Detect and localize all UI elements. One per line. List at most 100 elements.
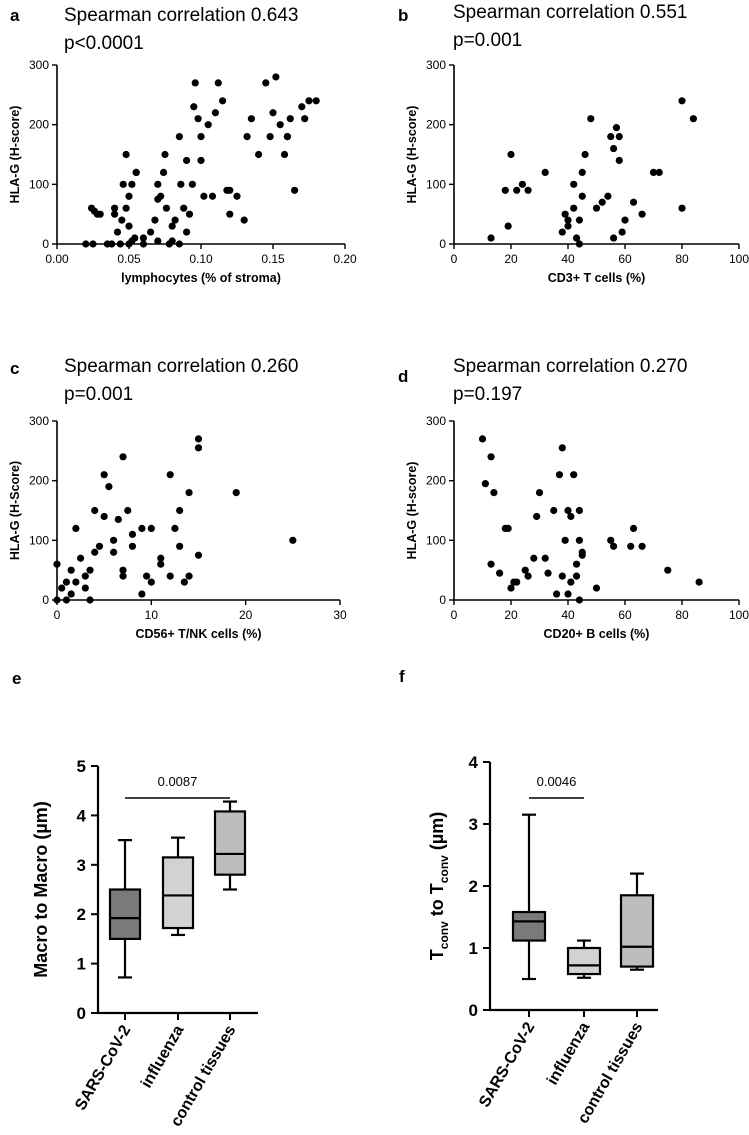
y-tick-label: 100	[29, 177, 49, 191]
x-tick-label: 0.05	[117, 252, 141, 266]
data-point	[62, 578, 71, 586]
data-point	[564, 590, 572, 598]
data-point	[200, 192, 208, 200]
data-point	[312, 97, 320, 105]
x-tick-label: 40	[561, 608, 575, 622]
x-tick-label: 100	[729, 252, 749, 266]
y-tick-label: 300	[29, 414, 49, 428]
data-point	[128, 542, 137, 550]
x-tick-label: 0	[54, 608, 61, 622]
data-point	[496, 569, 504, 577]
panel-b-pvalue: p=0.001	[453, 30, 522, 51]
x-tick-label: 60	[618, 252, 632, 266]
data-point	[157, 554, 165, 562]
data-point	[171, 216, 179, 224]
data-point	[194, 435, 203, 443]
data-point	[168, 222, 176, 230]
y-axis-label: Tconv to Tconv (µm)	[427, 812, 451, 960]
panel-letter-e: e	[12, 669, 21, 688]
y-tick-label: 200	[29, 118, 49, 132]
data-point	[587, 115, 595, 123]
x-tick-label: 60	[618, 608, 632, 622]
data-point	[151, 216, 159, 224]
significance-pvalue: 0.0046	[537, 774, 577, 789]
data-point	[76, 554, 85, 562]
data-point	[95, 542, 104, 550]
data-point	[558, 444, 566, 452]
panel-c-pvalue: p=0.001	[64, 384, 133, 405]
data-point	[143, 572, 151, 580]
data-point	[481, 480, 489, 488]
x-tick-label: 0.00	[45, 252, 69, 266]
data-point	[53, 596, 61, 604]
data-point	[578, 168, 586, 176]
data-point	[530, 554, 538, 562]
data-point	[487, 560, 495, 568]
data-point	[86, 566, 94, 574]
panel-letter-b: b	[398, 6, 408, 25]
y-axis-label-part: T	[427, 949, 447, 960]
data-point	[119, 572, 127, 580]
data-point	[572, 572, 581, 580]
data-point	[695, 578, 703, 586]
x-tick-label: 100	[729, 608, 749, 622]
data-point	[180, 204, 188, 212]
data-point	[276, 121, 284, 129]
data-point	[521, 566, 529, 574]
data-point	[180, 578, 188, 586]
data-point	[638, 542, 646, 550]
data-point	[575, 596, 584, 604]
data-point	[266, 133, 274, 141]
y-axis-label-part: to T	[427, 883, 447, 921]
data-point	[513, 578, 521, 586]
y-tick-label: 300	[426, 414, 446, 428]
data-point	[604, 192, 612, 200]
data-point	[185, 572, 193, 580]
data-point	[119, 453, 127, 461]
data-point	[197, 133, 205, 141]
data-point	[247, 115, 255, 123]
data-point	[105, 483, 113, 491]
data-point	[62, 596, 71, 604]
panel-a-title: Spearman correlation 0.643	[64, 5, 298, 26]
data-point	[615, 133, 623, 141]
box	[213, 810, 247, 876]
data-point	[618, 228, 626, 236]
data-point	[612, 124, 621, 132]
x-tick-label: 0.20	[333, 252, 357, 266]
x-axis-label: CD56+ T/NK cells (%)	[135, 627, 261, 641]
data-point	[131, 234, 139, 242]
data-point	[570, 180, 578, 188]
panel-e: e 0 1 2 3 4 5 Macro to Macro (µm) SARS-CoV-2 inf…	[12, 669, 258, 1130]
data-point	[176, 506, 184, 515]
data-point	[211, 109, 219, 117]
data-point	[255, 150, 263, 159]
data-point	[100, 471, 108, 479]
data-point	[226, 186, 234, 194]
data-point	[93, 210, 101, 218]
data-point	[541, 554, 549, 562]
x-tick-label: 40	[561, 252, 575, 266]
data-point	[67, 566, 75, 574]
data-point	[118, 216, 126, 224]
data-point	[638, 210, 646, 218]
category-label: influenza	[544, 1019, 593, 1088]
panel-c-title: Spearman correlation 0.260	[64, 356, 298, 377]
data-point	[541, 168, 549, 176]
data-point	[564, 222, 572, 230]
data-point	[291, 186, 299, 194]
data-point	[208, 192, 217, 200]
data-point	[518, 180, 527, 188]
data-point	[629, 524, 638, 533]
data-point	[272, 73, 280, 81]
data-point	[629, 198, 638, 206]
data-point	[578, 551, 586, 559]
y-tick-label: 200	[29, 474, 49, 488]
x-axis-label: lymphocytes (% of stroma)	[121, 271, 281, 285]
data-point	[240, 216, 248, 224]
data-point	[183, 156, 191, 165]
data-point	[524, 186, 532, 194]
panel-letter-a: a	[10, 6, 20, 25]
data-point	[664, 566, 672, 574]
data-point	[147, 228, 155, 236]
